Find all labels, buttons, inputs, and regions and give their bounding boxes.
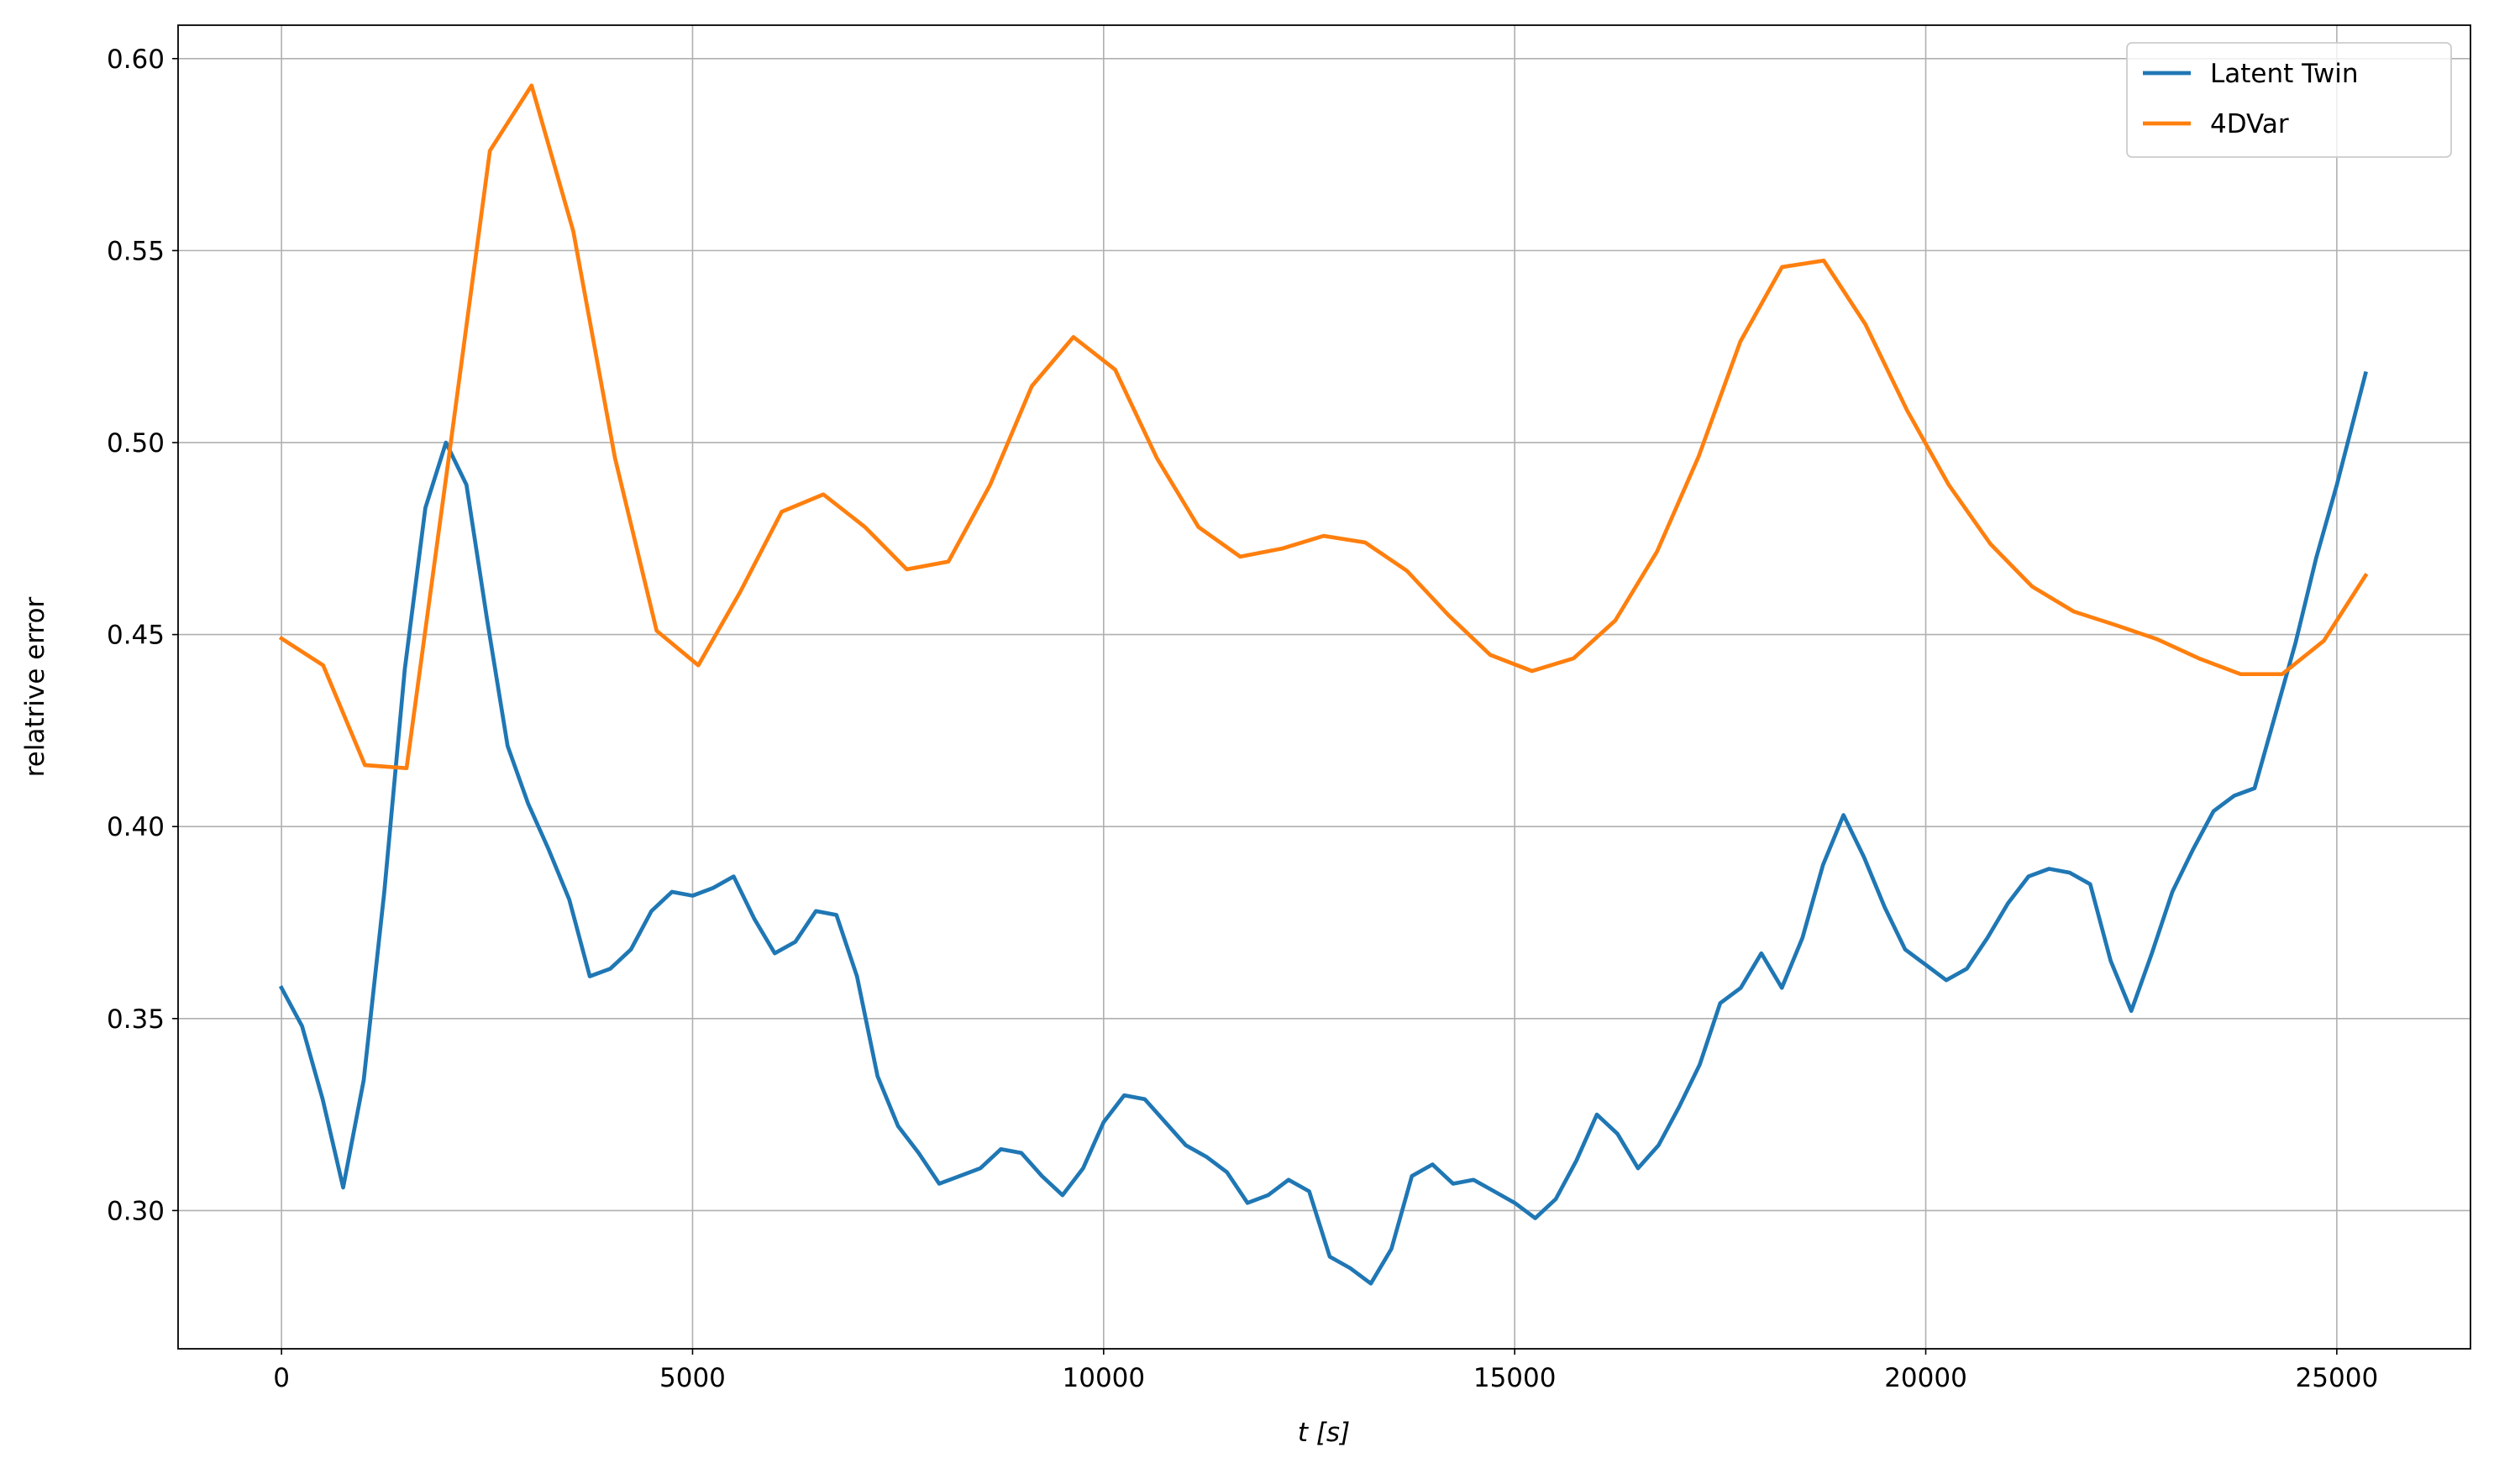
x-tick-label: 5000 xyxy=(659,1363,726,1393)
x-axis-label: t [s] xyxy=(1298,1418,1350,1448)
y-tick-label: 0.35 xyxy=(107,1004,165,1035)
legend-label: 4DVar xyxy=(2210,109,2289,139)
y-tick-label: 0.40 xyxy=(107,812,165,842)
legend-box xyxy=(2126,42,2452,158)
plot-frame xyxy=(177,24,2471,1350)
x-tick-label: 25000 xyxy=(2296,1363,2379,1393)
x-tick-label: 15000 xyxy=(1473,1363,1557,1393)
y-tick-label: 0.30 xyxy=(107,1196,165,1226)
y-axis-label: relatrive error xyxy=(20,596,50,777)
line xyxy=(278,83,2369,771)
legend-label: Latent Twin xyxy=(2210,59,2359,89)
x-tick-label: 10000 xyxy=(1063,1363,1146,1393)
line xyxy=(278,370,2368,1286)
y-tick-label: 0.45 xyxy=(107,621,165,651)
y-tick-label: 0.55 xyxy=(107,236,165,266)
x-tick-label: 0 xyxy=(273,1363,290,1393)
y-tick-label: 0.60 xyxy=(107,45,165,75)
y-tick-label: 0.50 xyxy=(107,428,165,459)
x-tick-label: 20000 xyxy=(1884,1363,1967,1393)
